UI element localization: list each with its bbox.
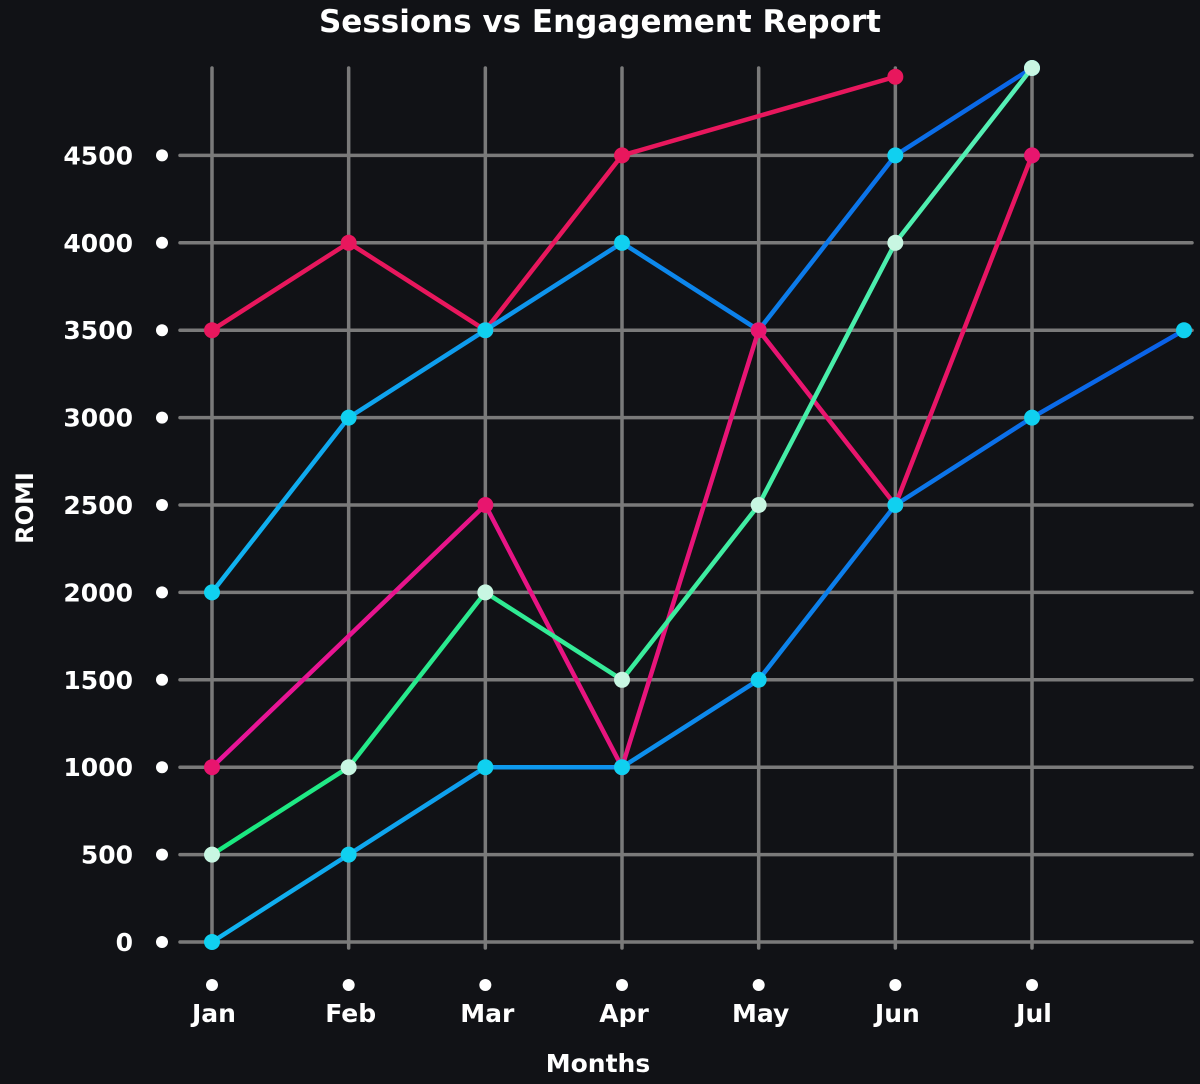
y-tick-label: 1500 [63,666,133,695]
x-tick-dot [889,979,902,991]
y-tick-dot [156,499,168,511]
y-tick-dot [156,324,168,337]
data-point [477,584,494,601]
y-tick-label: 4000 [63,229,133,258]
data-point [477,497,494,513]
data-point [204,846,220,863]
data-point [204,759,220,776]
data-point [204,322,220,339]
y-tick-label: 500 [81,841,133,870]
x-tick-dot [206,979,218,991]
data-point [340,846,357,863]
x-tick-label: Jul [1014,999,1052,1028]
data-point [750,671,767,688]
ticks: 0 500 1000 1500 2000 2500 3000 3500 4000 4500 Jan F… [63,141,1051,1028]
data-point [204,934,220,950]
x-tick-dot [616,979,629,991]
chart-title: Sessions vs Engagement Report [319,4,881,40]
y-tick-label: 3500 [63,316,133,345]
series-line-5 [210,328,1186,944]
x-tick-dot [342,979,355,991]
data-point [614,234,631,251]
data-point [887,68,904,85]
y-tick-dot [156,411,168,424]
x-tick-label: May [732,999,789,1028]
y-tick-dot [156,936,168,948]
series-line-3 [210,154,1035,770]
data-point [477,759,494,776]
data-point [750,497,767,513]
data-point [750,322,767,339]
data-point [340,409,357,426]
data-point [1024,60,1041,76]
x-tick-label: Feb [325,999,376,1028]
data-point [887,497,904,513]
x-tick-label: Apr [599,999,649,1028]
y-tick-label: 2000 [63,578,133,607]
x-tick-label: Mar [460,999,515,1028]
data-point [887,234,904,251]
x-tick-label: Jan [190,999,236,1028]
series-group [204,60,1192,950]
data-point [340,234,357,251]
y-tick-dot [156,848,168,861]
data-point [340,759,357,776]
x-tick-label: Jun [873,999,920,1028]
data-point [614,147,631,164]
y-tick-dot [156,761,168,774]
data-point [614,671,631,688]
data-point [204,584,220,601]
y-tick-label: 3000 [63,404,133,433]
y-tick-label: 4500 [63,141,133,170]
x-tick-dot [1026,979,1039,991]
x-tick-dot [479,979,492,991]
y-tick-dot [156,149,168,162]
data-point [1176,322,1192,339]
x-tick-dot [752,979,765,991]
y-axis-label: ROMI [11,472,39,544]
data-point [614,759,631,776]
grid [178,66,1194,950]
data-point [1024,409,1041,426]
y-tick-label: 2500 [63,491,133,520]
x-axis-label: Months [546,1049,650,1078]
data-point [477,322,494,339]
y-tick-dot [156,236,168,249]
y-tick-label: 0 [116,928,133,957]
y-tick-label: 1000 [63,753,133,782]
data-point [887,147,904,164]
data-point [1024,147,1041,164]
series-line-1 [210,74,896,333]
y-tick-dot [156,586,168,599]
y-tick-dot [156,673,168,686]
